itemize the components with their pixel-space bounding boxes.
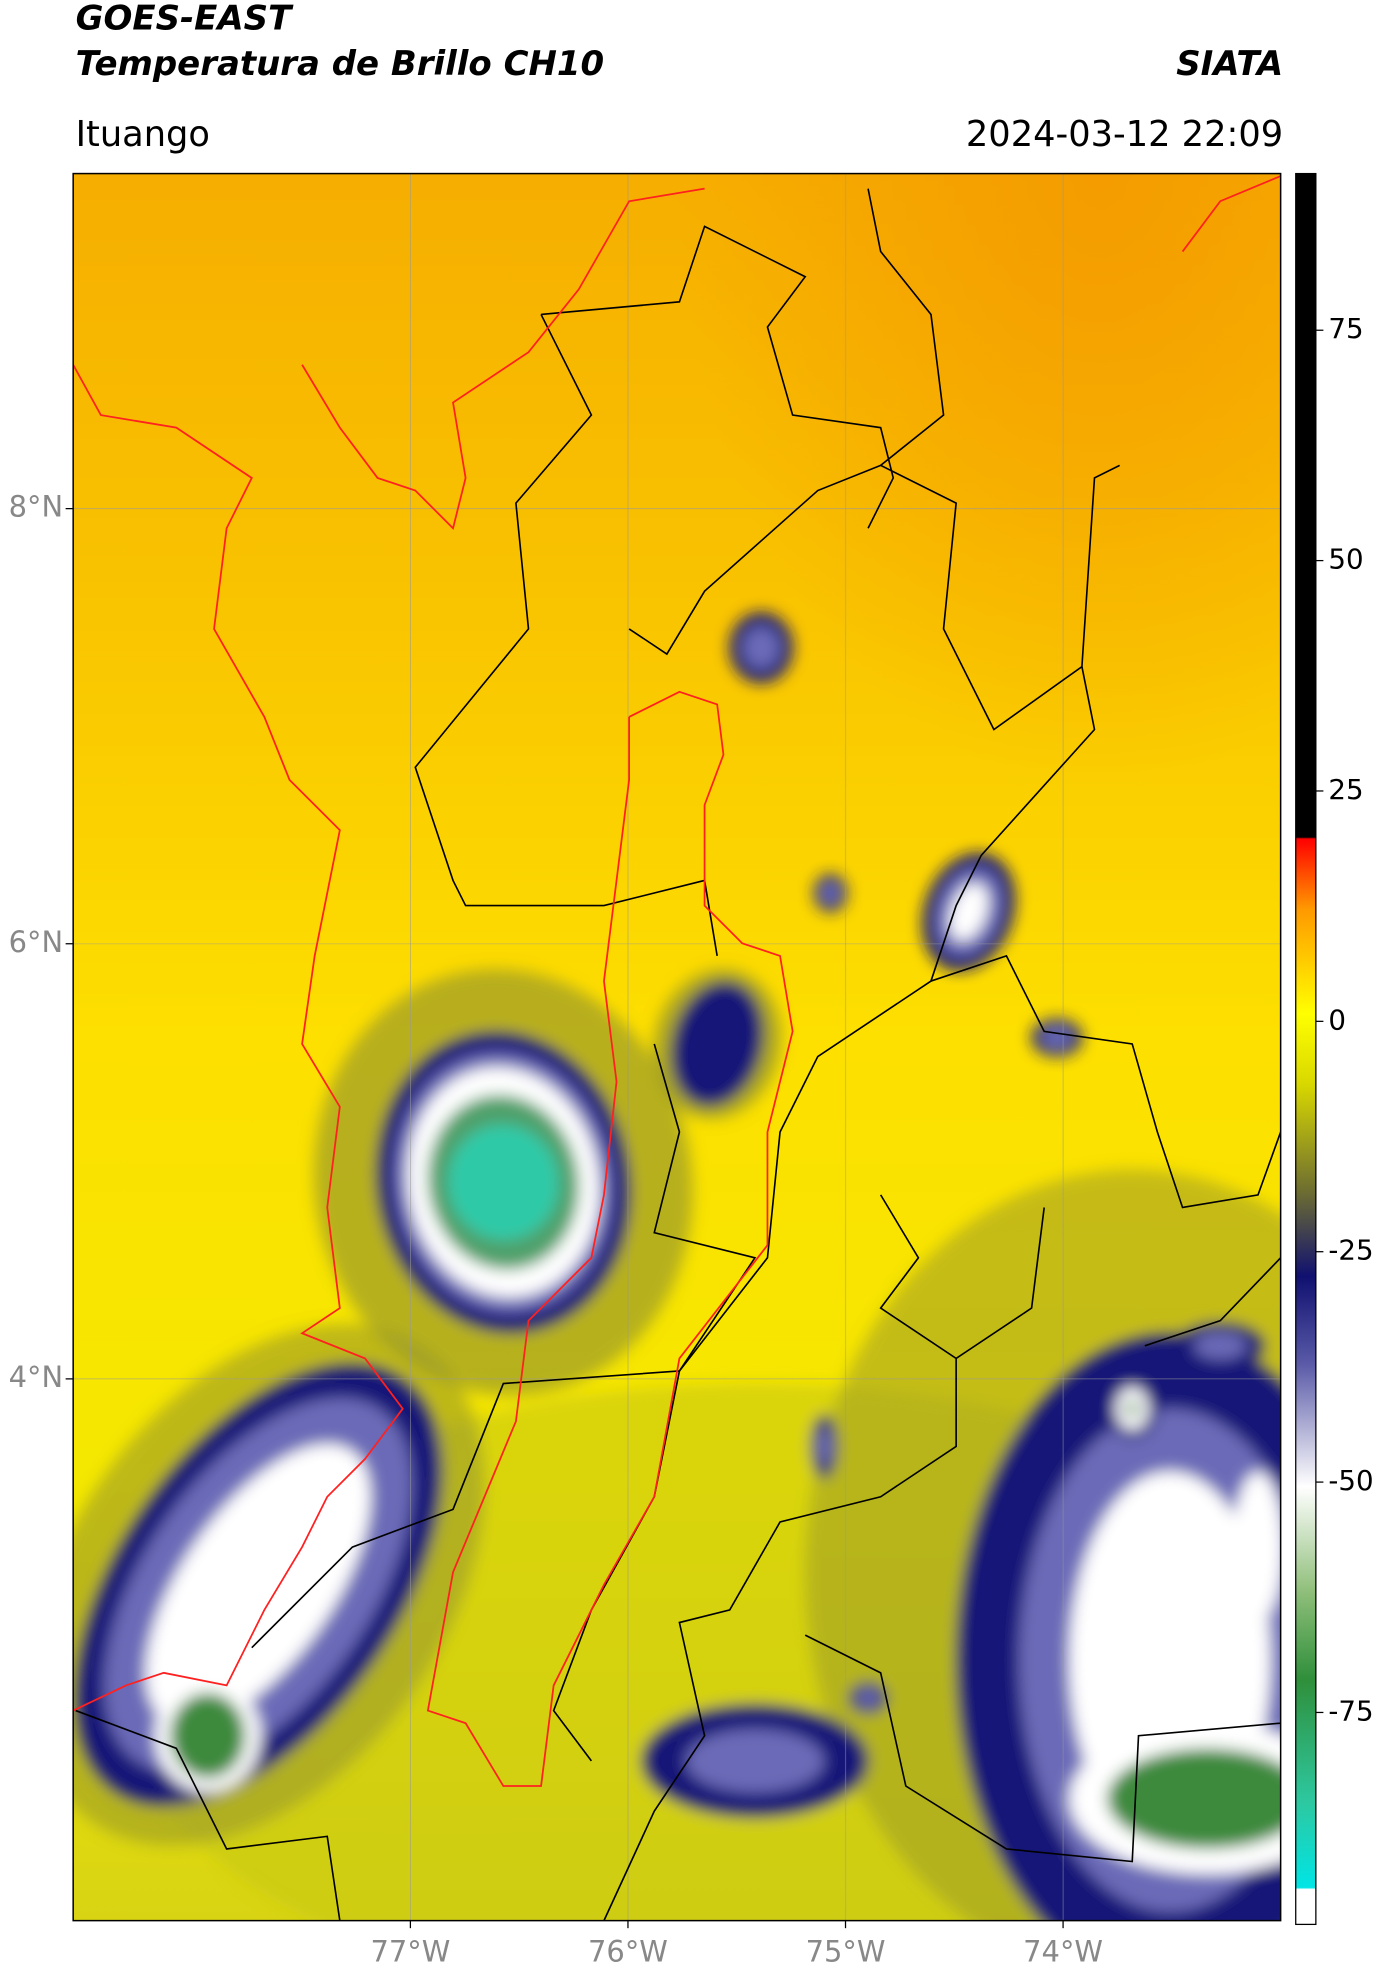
cloud [1107,1748,1281,1849]
border [75,1709,341,1921]
cloud [816,1427,832,1466]
cloud [1125,1401,1139,1417]
coast [301,187,705,530]
border [603,1358,957,1921]
colorbar-tick-label: 50 [1328,543,1363,576]
graticule [73,173,1281,1921]
title: GOES-EAST [76,0,294,39]
admin-borders [75,188,1281,1921]
cloud [671,982,763,1106]
border [414,314,718,957]
colorbar: 75 50 25 0 -25 -50 -75 [1295,172,1374,1926]
border [1144,1257,1281,1347]
cloud [1193,1332,1247,1360]
cloud [170,1692,246,1779]
map-frame [72,172,1282,1922]
cloud [820,881,841,905]
x-tick-label: 74°W [1023,1934,1103,1968]
colorbar-ramp [1295,172,1317,1926]
source: SIATA [1176,44,1283,84]
cloud [856,1688,880,1708]
colorbar-tick-label: 75 [1328,312,1363,345]
colorbar-tick-label: 0 [1328,1003,1346,1036]
border [867,188,1121,731]
cloud [685,1729,825,1793]
border [628,464,881,656]
location: Ituango [76,114,210,155]
x-tick-label: 75°W [806,1934,886,1968]
coast [73,364,404,1712]
cloud [145,1444,371,1726]
cloud [949,882,989,941]
cloud [1232,1471,1281,1623]
cloud [742,626,781,669]
y-tick-label: 4°N [9,1360,63,1394]
cloud [1041,1026,1072,1049]
colorbar-tick-label: -75 [1328,1694,1373,1727]
x-tick-label: 76°W [588,1934,668,1968]
colorbar-tick-label: -25 [1328,1234,1373,1267]
border [930,954,1281,1209]
basin [426,690,794,1787]
colorbar-tick-label: 25 [1328,773,1363,806]
border [879,1194,1045,1360]
subtitle: Temperatura de Brillo CH10 [76,44,604,84]
cloud [447,1124,559,1241]
timestamp: 2024-03-12 22:09 [966,114,1283,155]
border [251,1043,757,1649]
coast [1181,175,1281,253]
border [540,225,895,529]
colorbar-tick-label: -50 [1328,1464,1373,1497]
border [804,1634,1281,1863]
x-tick-label: 77°W [370,1934,450,1968]
map [73,173,1281,1921]
y-tick-label: 6°N [9,925,63,959]
coastline [73,175,1281,1787]
y-tick-label: 8°N [9,490,63,524]
cloud-field [73,612,1281,1921]
